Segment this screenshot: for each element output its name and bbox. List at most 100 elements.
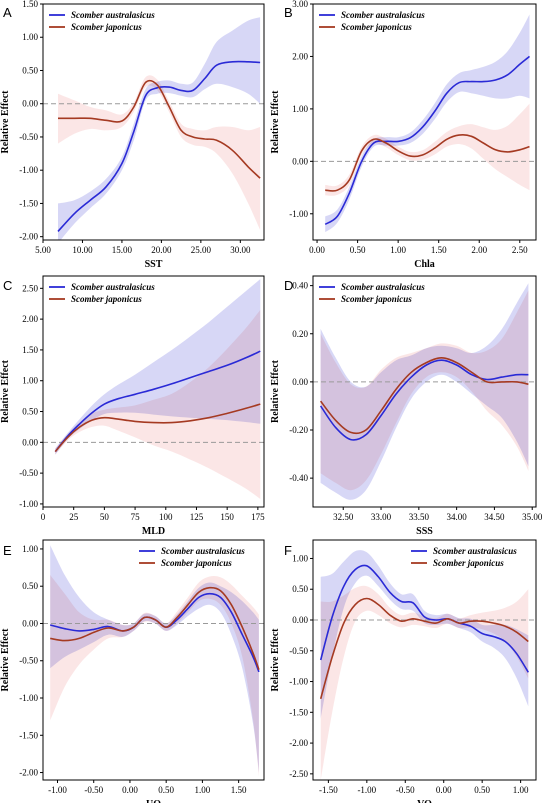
panel-a: 5.00 10.00 15.00 20.00 25.00 30.00 -2.00 -1.50 -… xyxy=(0,0,265,270)
panel-b: 0.00 0.50 1.00 1.50 2.00 2.50 -1.00 0.00 1.00 2.0… xyxy=(270,0,537,270)
y-axis-label: Relative Effect xyxy=(0,628,11,692)
panel-label: C xyxy=(3,278,12,293)
panel-label: E xyxy=(3,543,12,558)
confidence-band-japonicus xyxy=(320,290,529,491)
y-axis-label: Relative Effect xyxy=(0,90,11,154)
y-tick-label: -0.20 xyxy=(289,425,308,435)
y-tick-label: -1.00 xyxy=(19,693,38,703)
x-tick-label: 25.00 xyxy=(191,245,212,255)
legend-entry: Scomber japonicus xyxy=(433,558,504,568)
y-tick-label: 0.50 xyxy=(22,65,38,75)
x-tick-label: 0.50 xyxy=(158,785,174,795)
series-line-japonicus xyxy=(319,356,529,435)
confidence-band-japonicus xyxy=(50,575,259,777)
x-tick-label: -1.00 xyxy=(357,785,376,795)
confidence-band-japonicus xyxy=(325,103,530,196)
y-tick-label: 3.00 xyxy=(292,0,308,9)
x-tick-label: -0.50 xyxy=(84,785,103,795)
y-tick-label: 0.00 xyxy=(22,437,38,447)
axes-frame xyxy=(312,275,537,508)
y-tick-label: -2.00 xyxy=(19,768,38,778)
y-tick-label: 0.40 xyxy=(292,281,308,291)
y-tick-label: 1.00 xyxy=(292,553,308,563)
panel-d: 32.50 33.00 33.50 34.00 34.50 35.00 -0.40 -0.20… xyxy=(270,275,543,537)
x-tick-label: 20.00 xyxy=(151,245,172,255)
legend-entry: Scomber australasicus xyxy=(341,10,425,20)
x-tick-label: 15.00 xyxy=(112,245,133,255)
y-tick-label: 1.00 xyxy=(292,104,308,114)
x-tick-label: 75 xyxy=(131,512,141,522)
confidence-band-australasicus xyxy=(325,14,530,233)
x-tick-label: 33.00 xyxy=(371,512,392,522)
confidence-band-japonicus xyxy=(320,585,529,780)
x-axis-label: UO xyxy=(146,799,161,803)
axes-frame xyxy=(312,3,537,241)
y-tick-label: 0.00 xyxy=(22,618,38,628)
series-line-australasicus xyxy=(57,60,261,232)
y-axis-label: Relative Effect xyxy=(270,628,281,692)
plot-area xyxy=(43,545,264,777)
x-tick-label: 33.50 xyxy=(409,512,430,522)
x-tick-label: 0.00 xyxy=(122,785,138,795)
legend-entry: Scomber japonicus xyxy=(71,22,142,32)
series-line-australasicus xyxy=(319,564,529,673)
x-tick-label: 0.00 xyxy=(436,785,452,795)
legend-entry: Scomber japonicus xyxy=(341,22,412,32)
legend-entry: Scomber australasicus xyxy=(71,10,155,20)
x-axis-label: VO xyxy=(417,799,432,803)
x-tick-label: 1.50 xyxy=(431,245,447,255)
x-tick-label: 2.00 xyxy=(471,245,487,255)
plot-area xyxy=(43,279,264,499)
y-axis-label: Relative Effect xyxy=(270,90,281,154)
x-tick-label: 25 xyxy=(69,512,79,522)
y-tick-label: -1.50 xyxy=(19,198,38,208)
y-tick-label: -0.50 xyxy=(289,646,308,656)
legend-entry: Scomber japonicus xyxy=(341,294,412,304)
y-tick-label: 2.00 xyxy=(22,314,38,324)
y-tick-label: 1.00 xyxy=(22,32,38,42)
plot-area xyxy=(313,283,536,500)
x-tick-label: -1.50 xyxy=(319,785,338,795)
legend: Scomber australasicus Scomber japonicus xyxy=(319,282,425,304)
legend: Scomber australasicus Scomber japonicus xyxy=(319,10,425,32)
axes-frame xyxy=(42,3,265,241)
x-tick-label: 1.00 xyxy=(513,785,529,795)
y-tick-label: -2.00 xyxy=(19,232,38,242)
legend-entry: Scomber australasicus xyxy=(161,546,245,556)
series-line-australasicus xyxy=(54,350,261,453)
y-tick-label: 0.00 xyxy=(292,156,308,166)
legend-entry: Scomber australasicus xyxy=(341,282,425,292)
y-tick-label: 0.50 xyxy=(22,407,38,417)
plot-area xyxy=(313,550,536,780)
x-tick-label: 50 xyxy=(100,512,110,522)
plot-area xyxy=(43,17,264,240)
y-tick-label: -2.50 xyxy=(289,769,308,779)
y-tick-label: -1.00 xyxy=(19,165,38,175)
x-axis-label: SST xyxy=(145,259,163,270)
y-tick-label: -2.00 xyxy=(289,738,308,748)
y-tick-label: 1.50 xyxy=(22,345,38,355)
series-line-japonicus xyxy=(54,403,261,453)
x-tick-label: -1.00 xyxy=(48,785,67,795)
panel-f: -1.50 -1.00 -0.50 0.00 0.50 1.00 -2.50 -2.00 -1.… xyxy=(270,539,537,803)
series-line-australasicus xyxy=(319,359,529,441)
y-tick-label: 1.00 xyxy=(22,544,38,554)
y-tick-label: 0.20 xyxy=(292,329,308,339)
axes-frame xyxy=(42,539,265,781)
panel-label: D xyxy=(284,278,293,293)
y-tick-label: 0.00 xyxy=(22,99,38,109)
y-tick-label: -1.50 xyxy=(19,730,38,740)
panel-label: F xyxy=(284,543,292,558)
y-tick-label: 1.50 xyxy=(22,0,38,9)
x-tick-label: 1.00 xyxy=(390,245,406,255)
series-line-australasicus xyxy=(324,55,531,226)
x-tick-label: 35.00 xyxy=(522,512,543,522)
y-tick-label: -0.50 xyxy=(19,656,38,666)
panel-label: B xyxy=(284,5,293,20)
x-axis-label: Chla xyxy=(414,259,435,270)
series-line-japonicus xyxy=(325,134,530,192)
plot-area xyxy=(313,14,536,233)
confidence-band-australasicus xyxy=(50,545,259,773)
y-tick-label: -1.50 xyxy=(289,707,308,717)
x-tick-label: 0 xyxy=(41,512,46,522)
